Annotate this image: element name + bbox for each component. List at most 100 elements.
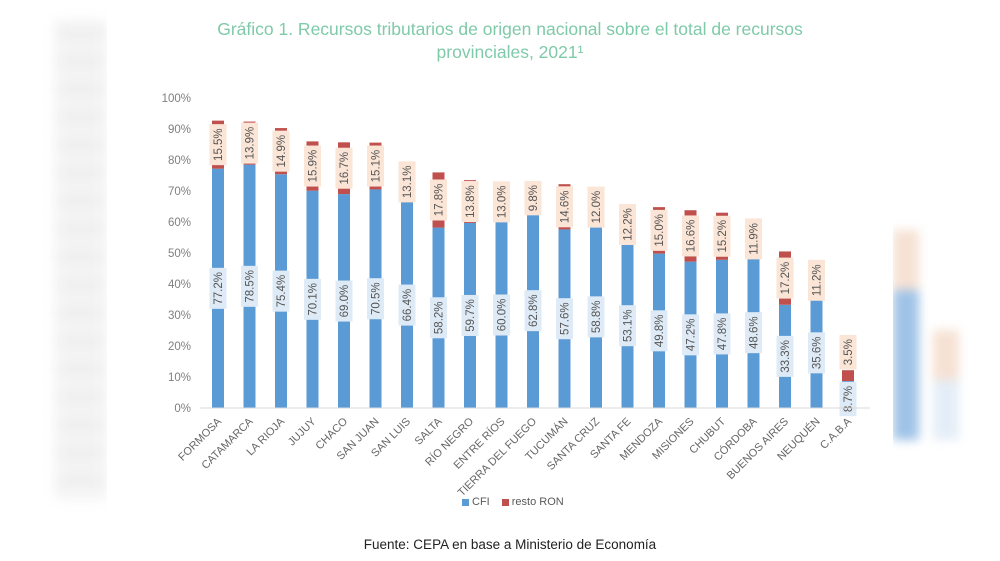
data-label-resto-ron-text: 15.1%: [371, 150, 383, 183]
background-blur-left: [55, 20, 107, 500]
data-label-resto-ron-bg: [493, 181, 510, 223]
data-label-resto-ron-text: 11.2%: [812, 264, 824, 296]
data-label-resto-ron-text: 14.6%: [560, 191, 572, 224]
data-label-cfi-bg: [241, 265, 258, 307]
data-label-cfi: 75.4%: [272, 270, 290, 312]
y-tick-label: 90%: [168, 124, 191, 136]
data-label-resto-ron-text: 12.0%: [591, 191, 603, 224]
data-label-cfi: 69.0%: [335, 280, 353, 322]
chart-title: Gráfico 1. Recursos tributarios de orige…: [107, 18, 913, 64]
data-label-cfi-text: 58.8%: [591, 301, 603, 334]
data-label-cfi-bg: [619, 305, 636, 347]
data-label-cfi: 58.8%: [587, 296, 605, 338]
data-label-resto-ron-bg: [776, 257, 794, 299]
data-label-resto-ron-text: 17.8%: [434, 184, 446, 217]
y-tick-label: 80%: [168, 155, 191, 167]
data-label-cfi-bg: [650, 310, 668, 352]
data-label-cfi: 66.4%: [398, 284, 416, 326]
data-label-resto-ron-text: 16.6%: [686, 220, 698, 253]
data-label-resto-ron-text: 12.2%: [623, 208, 635, 241]
data-label-cfi-text: 35.6%: [812, 337, 824, 370]
data-label-cfi-text: 69.0%: [339, 285, 351, 318]
background-blur-right: [893, 210, 973, 470]
data-label-resto-ron-bg: [209, 124, 227, 166]
data-label-resto-ron-bg: [682, 215, 699, 257]
data-label-resto-ron: 14.6%: [556, 186, 573, 228]
data-label-cfi: 47.8%: [713, 313, 731, 355]
data-label-resto-ron: 17.2%: [776, 257, 794, 299]
y-tick-label: 30%: [168, 310, 191, 322]
legend-label-resto-ron: resto RON: [511, 496, 564, 508]
data-label-resto-ron-text: 14.9%: [276, 135, 288, 168]
data-label-resto-ron-text: 15.5%: [213, 128, 225, 161]
data-label-resto-ron-bg: [304, 145, 321, 187]
chart-title-line2: provinciales, 2021¹: [436, 42, 584, 62]
legend: CFI resto RON: [462, 496, 564, 508]
data-label-cfi-text: 70.5%: [371, 282, 383, 315]
data-label-cfi-text: 62.8%: [528, 294, 540, 327]
data-label-cfi-bg: [461, 294, 479, 336]
y-axis: 0% 10% 20% 30% 40% 50% 60% 70% 80% 90% 100%: [162, 93, 191, 415]
data-label-resto-ron: 16.7%: [335, 147, 353, 189]
data-label-resto-ron: 12.2%: [619, 203, 636, 245]
y-tick-label: 10%: [168, 372, 191, 384]
data-label-resto-ron-bg: [272, 130, 290, 172]
bar-resto-ron[interactable]: [842, 370, 854, 382]
data-label-resto-ron-text: 16.7%: [339, 152, 351, 185]
data-label-resto-ron-bg: [839, 334, 857, 370]
data-label-cfi: 48.6%: [745, 312, 762, 354]
data-label-resto-ron-text: 11.9%: [749, 223, 761, 255]
data-label-cfi-text: 8.7%: [843, 386, 855, 412]
data-label-cfi-text: 77.2%: [213, 272, 225, 305]
data-label-resto-ron-bg: [430, 179, 447, 221]
y-tick-label: 0%: [174, 403, 191, 415]
data-label-cfi-text: 78.5%: [245, 270, 257, 303]
data-label-cfi: 58.2%: [430, 297, 447, 339]
data-label-resto-ron: 12.0%: [587, 186, 605, 228]
data-label-resto-ron: 15.0%: [650, 209, 668, 251]
data-label-cfi-text: 70.1%: [308, 283, 320, 316]
data-label-cfi-bg: [272, 270, 290, 312]
data-label-resto-ron-bg: [556, 186, 573, 228]
data-label-cfi-bg: [335, 280, 353, 322]
data-label-resto-ron-text: 13.9%: [245, 127, 257, 160]
data-label-resto-ron: 15.5%: [209, 124, 227, 166]
data-label-resto-ron: 16.6%: [682, 215, 699, 257]
data-label-resto-ron-bg: [461, 181, 479, 223]
data-label-cfi-text: 49.8%: [654, 315, 666, 348]
data-label-resto-ron: 15.9%: [304, 145, 321, 187]
data-label-resto-ron: 15.2%: [713, 215, 731, 257]
data-label-cfi-text: 60.0%: [497, 299, 509, 332]
data-label-cfi-bg: [524, 290, 542, 332]
data-label-cfi: 62.8%: [524, 290, 542, 332]
source-note: Fuente: CEPA en base a Ministerio de Eco…: [363, 537, 657, 552]
data-label-resto-ron: 14.9%: [272, 130, 290, 172]
legend-label-cfi: CFI: [472, 496, 490, 508]
data-label-cfi-text: 75.4%: [276, 275, 288, 308]
data-label-resto-ron: 13.8%: [461, 181, 479, 223]
data-label-resto-ron-text: 13.1%: [402, 166, 414, 199]
data-label-cfi-bg: [776, 335, 794, 377]
data-label-cfi: 35.6%: [808, 332, 825, 374]
data-label-cfi: 33.3%: [776, 335, 794, 377]
data-label-cfi: 60.0%: [493, 294, 510, 336]
legend-item-cfi[interactable]: CFI: [462, 496, 490, 508]
data-label-resto-ron-bg: [650, 209, 668, 251]
data-label-resto-ron-bg: [398, 161, 416, 203]
y-tick-label: 60%: [168, 217, 191, 229]
data-label-resto-ron-bg: [745, 218, 762, 260]
data-label-resto-ron-text: 13.0%: [497, 186, 509, 219]
legend-item-resto-ron[interactable]: resto RON: [501, 496, 564, 508]
data-label-cfi: 70.5%: [367, 278, 384, 320]
data-label-cfi-text: 58.2%: [434, 301, 446, 334]
data-label-cfi-bg: [808, 332, 825, 374]
data-label-cfi-text: 47.8%: [717, 318, 729, 351]
data-label-resto-ron-text: 9.8%: [528, 185, 540, 211]
data-label-resto-ron-text: 15.2%: [717, 220, 729, 253]
data-label-resto-ron: 9.8%: [524, 180, 542, 216]
data-label-cfi-bg: [367, 278, 384, 320]
data-label-resto-ron: 15.1%: [367, 145, 384, 187]
data-label-resto-ron-bg: [713, 215, 731, 257]
